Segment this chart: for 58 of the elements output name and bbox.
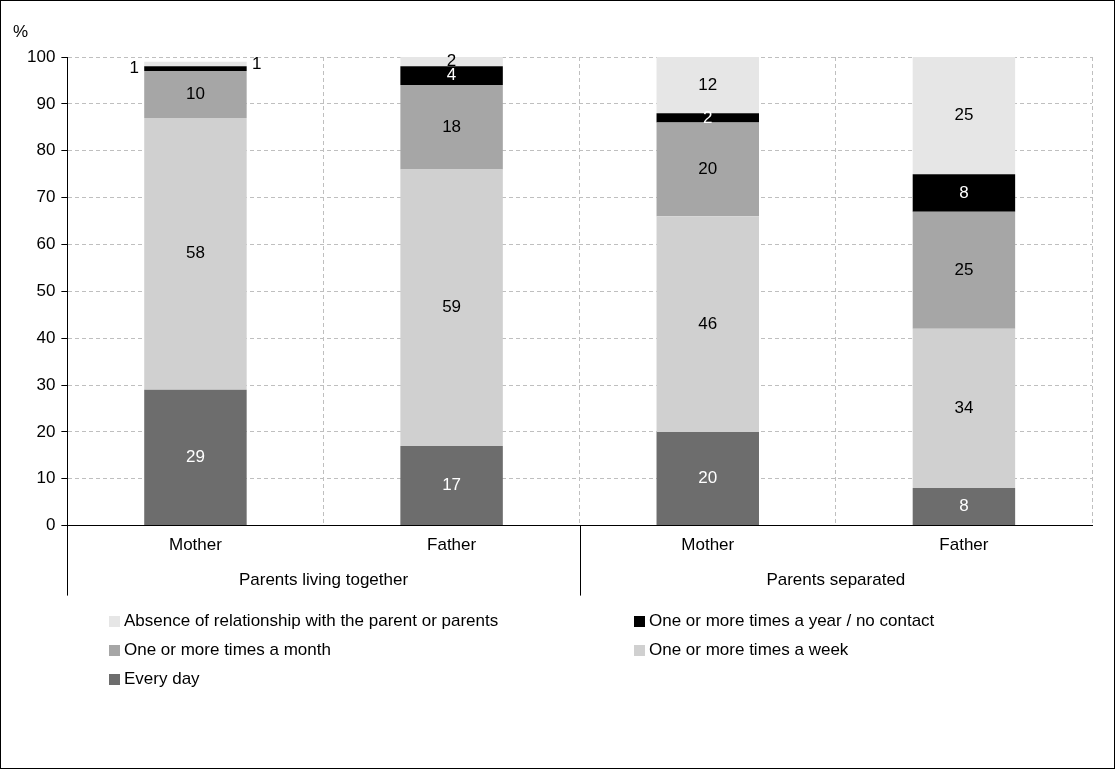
data-label: 20 [698,159,718,179]
bar [144,117,247,390]
data-label: 46 [698,313,718,333]
data-label: 1 [129,58,139,78]
x-tick-label: Mother [168,535,223,555]
bar [400,169,503,446]
bar [656,122,759,217]
x-tick-label: Father [939,535,989,555]
x-tick-label: Mother [681,535,735,555]
data-label: 17 [442,475,462,495]
legend-label: One or more times a month [124,640,331,660]
data-label: 58 [185,243,205,263]
legend-label: Absence of relationship with the parent or parents [124,611,499,631]
y-tick-label: 90 [36,93,56,113]
bar [144,66,247,72]
data-label: 25 [954,105,974,125]
y-tick-label: 100 [26,46,56,66]
y-tick-label: 10 [36,468,56,488]
data-label: 59 [442,297,462,317]
data-label: 34 [954,398,974,418]
bar [656,216,759,432]
y-tick-label: 50 [36,280,56,300]
data-label: 12 [698,74,718,94]
bar [912,211,1016,329]
bar [912,174,1016,212]
y-tick-label: 80 [36,140,56,160]
data-label: 2 [703,107,713,127]
legend-label: One or more times a year / no contact [649,611,935,631]
text: Parents separated [766,570,906,590]
data-label: 18 [442,116,462,136]
data-label: 25 [954,259,974,279]
data-label: 29 [185,447,205,467]
bar [144,71,247,118]
x-tick-label: Father [427,535,477,555]
data-label: 20 [698,468,718,488]
bar [912,488,1016,526]
y-tick-label: 30 [36,374,56,394]
bar [144,389,247,526]
y-tick-label: 40 [36,327,56,347]
y-tick-label: 0 [45,515,56,535]
data-label: 8 [959,182,969,202]
bar [400,66,503,86]
bar [912,328,1016,489]
data-label: 8 [959,496,969,516]
y-tick-label: 20 [36,421,56,441]
legend-label: Every day [124,669,200,689]
bar [656,113,759,123]
data-label: 1 [251,53,262,73]
y-tick-label: 60 [36,234,56,254]
text: Parents living together [238,570,409,590]
y-axis-title: % [13,21,29,41]
data-label: 10 [185,84,205,104]
bar [912,57,1016,175]
bar [400,445,503,526]
legend-label: One or more times a week [649,640,849,660]
bar [400,85,503,170]
y-tick-label: 70 [36,187,56,207]
bar [656,431,759,526]
